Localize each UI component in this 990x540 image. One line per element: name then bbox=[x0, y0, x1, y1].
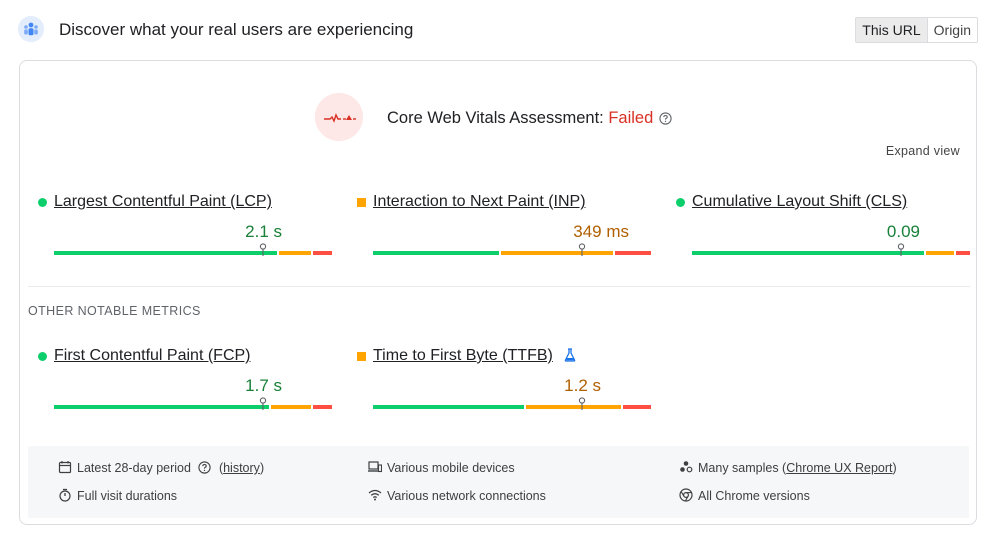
metric-inp: Interaction to Next Paint (INP) 349 ms bbox=[357, 193, 652, 263]
poor-segment bbox=[312, 405, 332, 409]
history-close-paren: ) bbox=[259, 461, 265, 475]
needs-improvement-segment bbox=[270, 405, 311, 409]
assessment-label: Core Web Vitals Assessment: bbox=[387, 109, 609, 127]
divider bbox=[28, 286, 970, 287]
samples-close-paren: ) bbox=[892, 461, 897, 475]
calendar-icon bbox=[58, 460, 72, 474]
metric-ttfb: Time to First Byte (TTFB) 1.2 s bbox=[357, 347, 652, 417]
page-title: Discover what your real users are experi… bbox=[59, 20, 414, 39]
metrics-card: Core Web Vitals Assessment: Failed Expan… bbox=[19, 60, 977, 525]
good-rating-icon bbox=[38, 198, 47, 207]
percentile-marker bbox=[578, 397, 586, 411]
metric-cls-value: 0.09 bbox=[886, 222, 920, 241]
wifi-icon bbox=[368, 488, 382, 502]
distribution-bar bbox=[373, 397, 651, 410]
visit-label: Full visit durations bbox=[77, 489, 178, 503]
poor-segment bbox=[312, 251, 332, 255]
chrome-label: All Chrome versions bbox=[698, 489, 810, 503]
metric-cls: Cumulative Layout Shift (CLS) 0.09 bbox=[676, 193, 971, 263]
good-segment bbox=[54, 405, 269, 409]
network-label: Various network connections bbox=[387, 489, 546, 503]
users-icon bbox=[18, 16, 44, 42]
metric-fcp-link[interactable]: First Contentful Paint (FCP) bbox=[54, 347, 251, 364]
chrome-icon bbox=[679, 488, 693, 502]
metric-lcp-link[interactable]: Largest Contentful Paint (LCP) bbox=[54, 193, 272, 210]
period-label: Latest 28-day period bbox=[77, 461, 191, 475]
assessment-title: Core Web Vitals Assessment: Failed bbox=[387, 109, 672, 130]
data-source-info: Latest 28-day period (history) Full visi… bbox=[28, 446, 969, 518]
metric-fcp-value: 1.7 s bbox=[245, 376, 282, 395]
metric-lcp-value: 2.1 s bbox=[245, 222, 282, 241]
metric-ttfb-link[interactable]: Time to First Byte (TTFB) bbox=[373, 347, 553, 364]
metric-ttfb-value: 1.2 s bbox=[564, 376, 601, 395]
stopwatch-icon bbox=[58, 488, 72, 502]
poor-segment bbox=[623, 405, 651, 409]
metric-fcp: First Contentful Paint (FCP) 1.7 s bbox=[38, 347, 333, 417]
metric-lcp: Largest Contentful Paint (LCP) 2.1 s bbox=[38, 193, 333, 263]
needs-improvement-icon bbox=[357, 198, 366, 207]
distribution-bar bbox=[54, 243, 332, 256]
history-open-paren: ( bbox=[218, 461, 224, 475]
expand-view-link[interactable]: Expand view bbox=[885, 144, 960, 158]
samples-text: Many samples (Chrome UX Report) bbox=[698, 460, 897, 476]
good-segment bbox=[692, 251, 924, 255]
other-metrics-heading: OTHER NOTABLE METRICS bbox=[28, 304, 201, 318]
history-link[interactable]: history bbox=[223, 461, 260, 475]
percentile-marker bbox=[259, 397, 267, 411]
samples-icon bbox=[679, 460, 693, 474]
good-segment bbox=[373, 405, 524, 409]
needs-improvement-segment bbox=[500, 251, 613, 255]
distribution-bar bbox=[692, 243, 970, 256]
tab-this-url[interactable]: This URL bbox=[856, 18, 928, 42]
good-segment bbox=[373, 251, 499, 255]
devices-icon bbox=[368, 460, 383, 474]
good-rating-icon bbox=[38, 352, 47, 361]
good-rating-icon bbox=[676, 198, 685, 207]
needs-improvement-segment bbox=[525, 405, 622, 409]
samples-label: Many samples ( bbox=[698, 461, 787, 475]
failed-assessment-icon bbox=[315, 93, 363, 141]
distribution-bar bbox=[373, 243, 651, 256]
needs-improvement-icon bbox=[357, 352, 366, 361]
chrome-ux-report-link[interactable]: Chrome UX Report bbox=[786, 461, 893, 475]
good-segment bbox=[54, 251, 278, 255]
period-text: Latest 28-day period (history) bbox=[77, 460, 264, 478]
tab-origin[interactable]: Origin bbox=[927, 18, 977, 42]
metric-inp-link[interactable]: Interaction to Next Paint (INP) bbox=[373, 193, 586, 210]
poor-segment bbox=[956, 251, 970, 255]
percentile-marker bbox=[259, 243, 267, 257]
help-icon[interactable] bbox=[198, 461, 212, 478]
needs-improvement-segment bbox=[925, 251, 955, 255]
experimental-flask-icon bbox=[564, 348, 576, 367]
devices-label: Various mobile devices bbox=[387, 461, 515, 475]
help-icon[interactable] bbox=[659, 111, 672, 130]
percentile-marker bbox=[578, 243, 586, 257]
needs-improvement-segment bbox=[279, 251, 311, 255]
header: Discover what your real users are experi… bbox=[18, 14, 978, 48]
percentile-marker bbox=[897, 243, 905, 257]
distribution-bar bbox=[54, 397, 332, 410]
metric-cls-link[interactable]: Cumulative Layout Shift (CLS) bbox=[692, 193, 908, 210]
assessment-status: Failed bbox=[608, 109, 654, 127]
poor-segment bbox=[614, 251, 651, 255]
url-origin-toggle: This URL Origin bbox=[855, 17, 978, 43]
metric-inp-value: 349 ms bbox=[573, 222, 629, 241]
